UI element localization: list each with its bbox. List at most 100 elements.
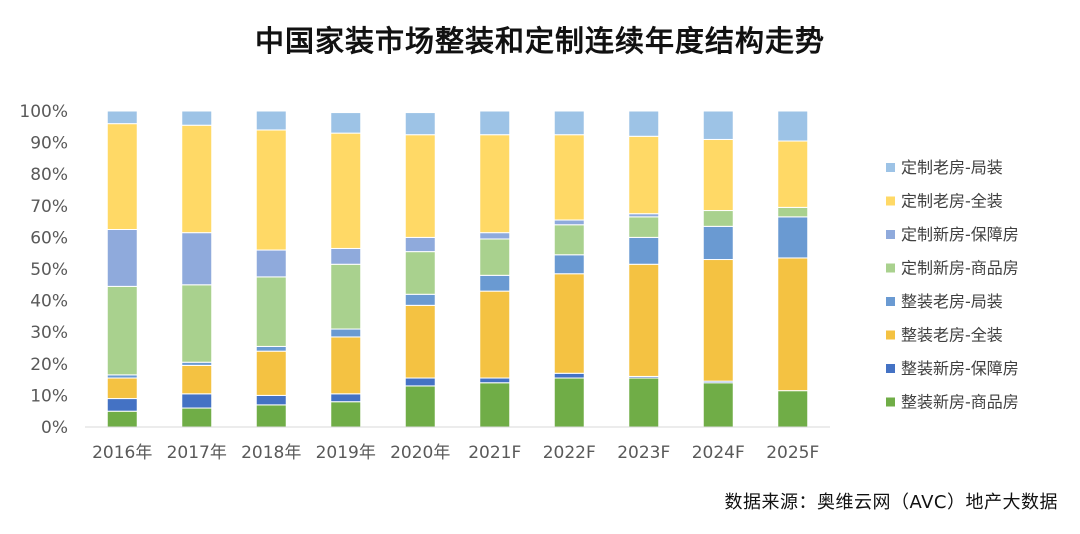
y-tick-label: 80% <box>30 165 68 185</box>
bar-segment <box>106 410 138 428</box>
y-tick-label: 100% <box>19 102 68 122</box>
bar-segment <box>777 390 809 428</box>
bar-segment <box>479 134 511 234</box>
bar-segment <box>479 238 511 276</box>
bar-segment <box>777 257 809 392</box>
bar-segment <box>106 285 138 376</box>
bar-segment <box>479 377 511 384</box>
bar-segment <box>777 216 809 259</box>
bar-segment <box>628 216 660 238</box>
y-axis: 0% 10% 20% 30% 40% 50% 60% 70% 80% 90% 100% <box>19 102 68 438</box>
legend-swatch <box>886 364 895 373</box>
bar-segment <box>330 328 362 338</box>
x-axis: 2016年 2017年 2018年 2019年 2020年 2021F 2022F 2023F… <box>92 443 819 463</box>
bar-segment <box>404 385 436 428</box>
legend-label: 整装新房-保障房 <box>901 359 1019 378</box>
bar-segment <box>553 134 585 221</box>
x-tick-label: 2016年 <box>92 443 152 463</box>
bar-segment <box>181 364 213 395</box>
bar-segment <box>106 229 138 287</box>
y-tick-label: 40% <box>30 292 68 312</box>
bar-segment <box>181 393 213 409</box>
x-tick-label: 2017年 <box>167 443 227 463</box>
legend-label: 整装老房-全装 <box>901 326 1003 345</box>
y-tick-label: 70% <box>30 197 68 217</box>
legend-label: 整装老房-局装 <box>901 292 1003 311</box>
bar-segment <box>255 249 287 278</box>
bar-segment <box>404 377 436 387</box>
bar-segment <box>702 259 734 382</box>
bar-segment <box>553 110 585 136</box>
y-tick-label: 60% <box>30 228 68 248</box>
bar-segment <box>404 304 436 379</box>
bar-segment <box>479 274 511 292</box>
bar-segment <box>479 382 511 428</box>
chart-title: 中国家装市场整装和定制连续年度结构走势 <box>254 24 825 58</box>
bar-segment <box>553 273 585 374</box>
x-tick-label: 2019年 <box>316 443 376 463</box>
x-tick-label: 2021F <box>468 443 521 463</box>
bar-segment <box>106 398 138 412</box>
bar-segment <box>777 140 809 208</box>
bar-segment <box>702 110 734 140</box>
bar-segment <box>106 110 138 125</box>
legend: 定制老房-局装定制老房-全装定制新房-保障房定制新房-商品房整装老房-局装整装老… <box>886 158 1019 412</box>
bar-segment <box>553 254 585 275</box>
x-tick-label: 2025F <box>766 443 819 463</box>
bar-segment <box>404 112 436 136</box>
bar-segment <box>330 393 362 403</box>
bar-segment <box>181 110 213 126</box>
bar-segment <box>255 350 287 396</box>
bar-segment <box>702 225 734 261</box>
x-tick-label: 2024F <box>692 443 745 463</box>
legend-swatch <box>886 196 895 206</box>
legend-swatch <box>886 163 895 172</box>
legend-swatch <box>886 297 895 306</box>
bar-segment <box>553 219 585 226</box>
legend-swatch <box>886 263 895 273</box>
bar-segment <box>702 210 734 227</box>
legend-label: 定制老房-全装 <box>901 192 1003 211</box>
bar-segment <box>404 293 436 306</box>
x-tick-label: 2023F <box>617 443 670 463</box>
y-tick-label: 10% <box>30 386 68 406</box>
bar-segment <box>255 110 287 131</box>
bar-segment <box>255 345 287 352</box>
bar-segment <box>628 110 660 137</box>
legend-swatch <box>886 230 895 239</box>
bar-segment <box>702 382 734 428</box>
bar-segment <box>628 263 660 377</box>
legend-swatch <box>886 397 895 407</box>
y-tick-label: 30% <box>30 323 68 343</box>
legend-label: 定制新房-保障房 <box>901 225 1019 244</box>
bar-segment <box>553 372 585 379</box>
bar-segment <box>181 284 213 363</box>
bar-segment <box>106 123 138 230</box>
bar-segment <box>330 336 362 395</box>
bar-segment <box>255 404 287 428</box>
bar-segment <box>553 224 585 256</box>
bar-segment <box>330 247 362 265</box>
bar-segment <box>404 251 436 295</box>
bar-segment <box>330 132 362 249</box>
bar-segment <box>702 138 734 212</box>
bar-segment <box>330 112 362 134</box>
bar-segment <box>181 124 213 234</box>
bar-segment <box>553 377 585 428</box>
bar-segment <box>479 110 511 136</box>
bar-segment <box>628 236 660 265</box>
bar-segment <box>479 290 511 379</box>
bar-segment <box>330 263 362 330</box>
bar-segment <box>777 206 809 218</box>
y-tick-label: 20% <box>30 355 68 375</box>
legend-label: 定制老房-局装 <box>901 158 1003 177</box>
bar-segment <box>181 407 213 428</box>
bar-segment <box>330 401 362 428</box>
bar-segment <box>628 135 660 215</box>
legend-label: 定制新房-商品房 <box>901 259 1019 278</box>
bar-segment <box>255 276 287 347</box>
y-tick-label: 90% <box>30 134 68 154</box>
source-note: 数据来源：奥维云网（AVC）地产大数据 <box>724 492 1058 513</box>
